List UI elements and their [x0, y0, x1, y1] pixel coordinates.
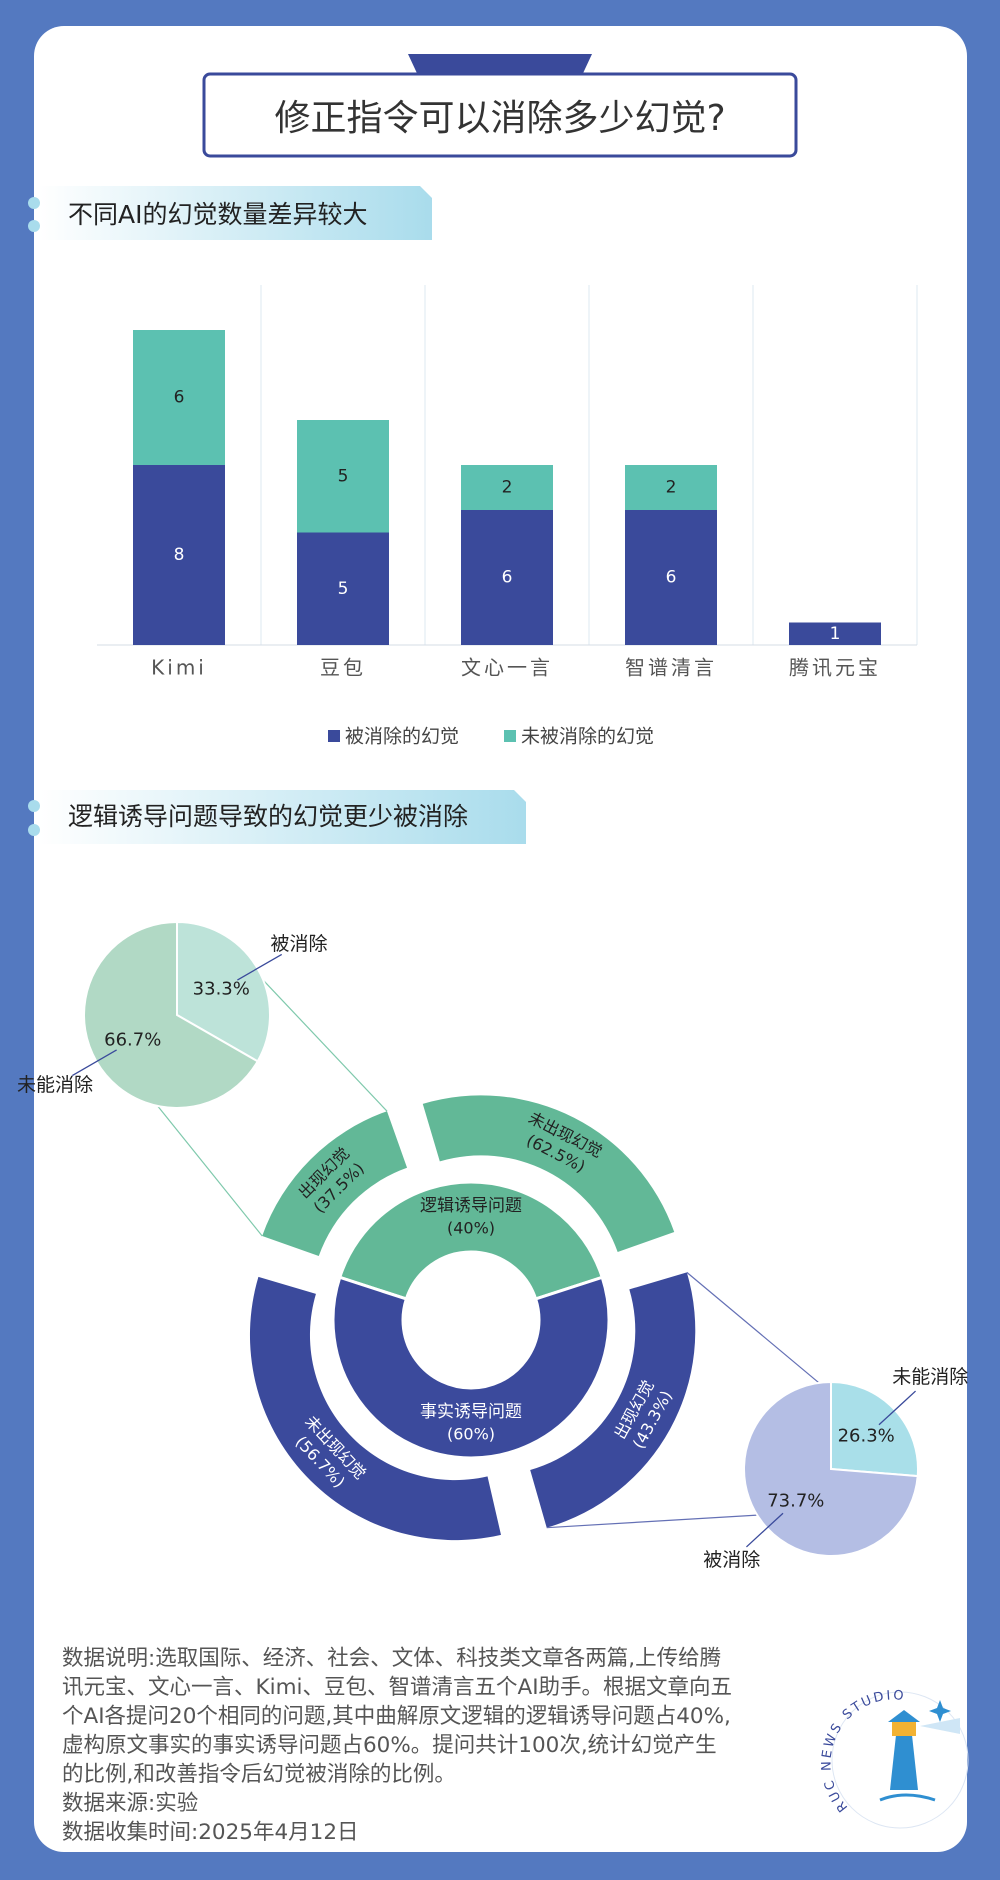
- logo: RUC NEWS STUDIO: [819, 1688, 969, 1829]
- data-label: 6: [174, 388, 185, 408]
- leader-line: [745, 1512, 784, 1548]
- pie-category-label: 未能消除: [17, 1074, 93, 1096]
- x-tick-label: 豆包: [320, 656, 366, 680]
- outer-segment: [262, 1111, 408, 1257]
- leader-line: [237, 953, 283, 981]
- bar-segment: [297, 420, 389, 533]
- bullet: [28, 197, 40, 209]
- bar-segment: [625, 465, 717, 510]
- data-label: 5: [338, 466, 349, 486]
- data-label: 2: [502, 478, 513, 498]
- outer-segment: [422, 1095, 675, 1252]
- data-label: 2: [666, 478, 677, 498]
- title-box: [202, 72, 798, 158]
- bar-segment: [297, 532, 389, 645]
- data-label: 1: [830, 624, 841, 644]
- bar-segment: [133, 330, 225, 465]
- leader-line: [878, 1390, 917, 1426]
- x-tick-label: Kimi: [151, 656, 207, 680]
- legend-label: 被消除的幻觉: [345, 726, 459, 748]
- bar-segment: [625, 510, 717, 645]
- notes-source: 数据来源:实验: [62, 1791, 199, 1816]
- section-banner: [38, 790, 526, 844]
- notes-description: 数据说明:选取国际、经济、社会、文体、科技类文章各两篇,上传给腾讯元宝、文心一言…: [62, 1646, 733, 1787]
- data-label: 5: [338, 579, 349, 599]
- leader-line: [71, 1049, 117, 1077]
- inner-segment: [331, 1275, 611, 1460]
- connector: [157, 1105, 263, 1237]
- lighthouse: [890, 1735, 918, 1790]
- bar-segment: [461, 510, 553, 645]
- light-beam: [920, 1718, 960, 1734]
- section-title: 不同AI的幻觉数量差异较大: [68, 200, 367, 229]
- pie-value-label: 26.3%: [838, 1426, 895, 1447]
- legend-swatch: [504, 730, 516, 742]
- inner-value-label: (60%): [447, 1425, 495, 1444]
- connector: [546, 1514, 758, 1529]
- section-banner: [38, 186, 432, 240]
- pie-value-label: 73.7%: [767, 1490, 824, 1511]
- legend-label: 未被消除的幻觉: [521, 726, 654, 748]
- connector: [686, 1271, 820, 1384]
- pie-category-label: 未能消除: [892, 1366, 968, 1388]
- lighthouse-lamp: [892, 1722, 916, 1736]
- pie-value-label: 66.7%: [104, 1030, 161, 1051]
- bar-segment: [789, 622, 881, 645]
- section-title: 逻辑诱导问题导致的幻觉更少被消除: [68, 802, 468, 831]
- x-tick-label: 文心一言: [461, 656, 553, 680]
- inner-label: 事实诱导问题: [420, 1402, 522, 1422]
- logo-ring: [831, 1691, 969, 1829]
- bullet: [28, 824, 40, 836]
- outer-segment: [530, 1272, 696, 1528]
- pie-value-label: 33.3%: [193, 978, 250, 999]
- bar-segment: [461, 465, 553, 510]
- x-tick-label: 腾讯元宝: [789, 656, 881, 680]
- bullet: [28, 800, 40, 812]
- inner-label: 逻辑诱导问题: [420, 1196, 522, 1216]
- legend-swatch: [328, 730, 340, 742]
- x-tick-label: 智谱清言: [625, 656, 717, 680]
- data-label: 8: [174, 545, 185, 565]
- wave: [879, 1793, 936, 1802]
- data-label: 6: [502, 568, 513, 588]
- notes: 数据说明:选取国际、经济、社会、文体、科技类文章各两篇,上传给腾讯元宝、文心一言…: [62, 1644, 734, 1847]
- bar-segment: [133, 465, 225, 645]
- lighthouse-roof: [888, 1710, 920, 1722]
- sparkle: [929, 1700, 951, 1722]
- connector: [262, 979, 388, 1112]
- inner-value-label: (40%): [447, 1219, 495, 1238]
- pie-category-label: 被消除: [703, 1549, 760, 1571]
- notes-date: 数据收集时间:2025年4月12日: [62, 1820, 359, 1845]
- outer-segment: [249, 1276, 501, 1541]
- pie-category-label: 被消除: [271, 933, 328, 955]
- page-title: 修正指令可以消除多少幻觉?: [274, 98, 725, 139]
- bullet: [28, 220, 40, 232]
- inner-segment: [337, 1180, 605, 1301]
- ring-divider: [328, 1177, 614, 1463]
- data-label: 6: [666, 568, 677, 588]
